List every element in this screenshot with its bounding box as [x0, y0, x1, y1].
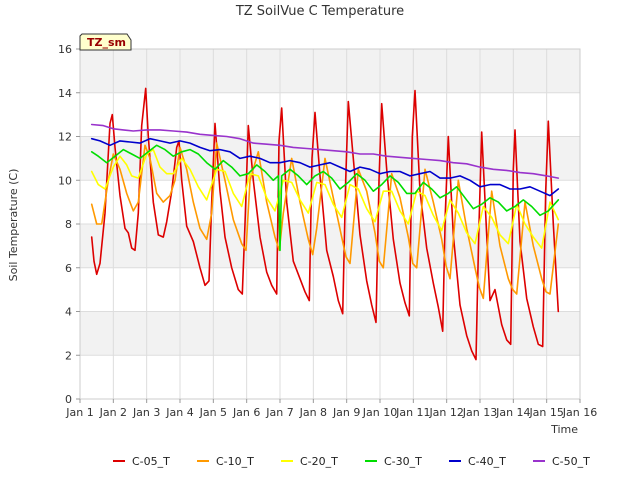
x-tick-label: Jan 9	[332, 406, 360, 419]
x-tick-label: Jan 10	[362, 406, 397, 419]
x-tick-label: Jan 4	[165, 406, 193, 419]
plot-band	[80, 49, 580, 93]
plot-band	[80, 136, 580, 181]
y-axis-title: Soil Temperature (C)	[7, 169, 20, 282]
site-label: TZ_sm	[87, 36, 126, 49]
x-axis-title: Time	[550, 423, 578, 436]
x-tick-label: Jan 3	[132, 406, 160, 419]
series-line-c-50-t	[90, 123, 560, 179]
series-lines	[90, 87, 560, 361]
x-tick-label: Jan 2	[99, 406, 127, 419]
plot-band	[80, 355, 580, 399]
x-tick-label: Jan 5	[199, 406, 227, 419]
x-tick-label: Jan 1	[65, 406, 93, 419]
y-tick-label: 12	[58, 131, 72, 144]
x-tick-label: Jan 7	[265, 406, 293, 419]
x-tick-label: Jan 6	[232, 406, 260, 419]
legend-label: C-10_T	[216, 455, 254, 468]
plot-band	[80, 92, 580, 137]
plot-band	[80, 311, 580, 356]
plot-band	[80, 267, 580, 312]
site-label-background	[79, 33, 132, 51]
y-tick-label: 16	[58, 43, 72, 56]
y-tick-label: 6	[65, 262, 72, 275]
y-tick-label: 2	[65, 349, 72, 362]
legend-label: C-40_T	[468, 455, 506, 468]
legend-label: C-50_T	[552, 455, 590, 468]
chart-title: TZ SoilVue C Temperature	[235, 4, 404, 19]
series-line-c-30-t	[90, 144, 560, 252]
y-tick-label: 8	[65, 218, 72, 231]
y-axis-ticks: 0 2 4 6 8 10 12 14 16	[58, 43, 80, 406]
y-tick-label: 10	[58, 174, 72, 187]
x-tick-label: Jan 16	[562, 406, 597, 419]
legend-label: C-05_T	[132, 455, 170, 468]
legend-label: C-20_T	[300, 455, 338, 468]
x-tick-label: Jan 8	[299, 406, 327, 419]
x-tick-label: Jan 11	[395, 406, 430, 419]
series-line-c-05-t	[90, 87, 560, 361]
series-line-c-10-t	[90, 142, 560, 300]
x-tick-label: Jan 12	[428, 406, 463, 419]
site-label-box: TZ_sm	[79, 33, 132, 51]
legend: C-05_T C-10_T C-20_T C-30_T C-40_T C-50_T	[113, 455, 590, 468]
y-tick-label: 4	[65, 306, 72, 319]
series-line-c-40-t	[90, 137, 560, 197]
y-tick-label: 14	[58, 87, 72, 100]
x-tick-label: Jan 14	[495, 406, 530, 419]
x-axis-ticks: Jan 1 Jan 2 Jan 3 Jan 4 Jan 5 Jan 6 Jan 7 Jan 8…	[65, 399, 597, 419]
y-tick-label: 0	[65, 393, 72, 406]
legend-label: C-30_T	[384, 455, 422, 468]
x-tick-label: Jan 15	[528, 406, 563, 419]
series-line-c-20-t	[90, 148, 560, 249]
x-tick-label: Jan 13	[462, 406, 497, 419]
